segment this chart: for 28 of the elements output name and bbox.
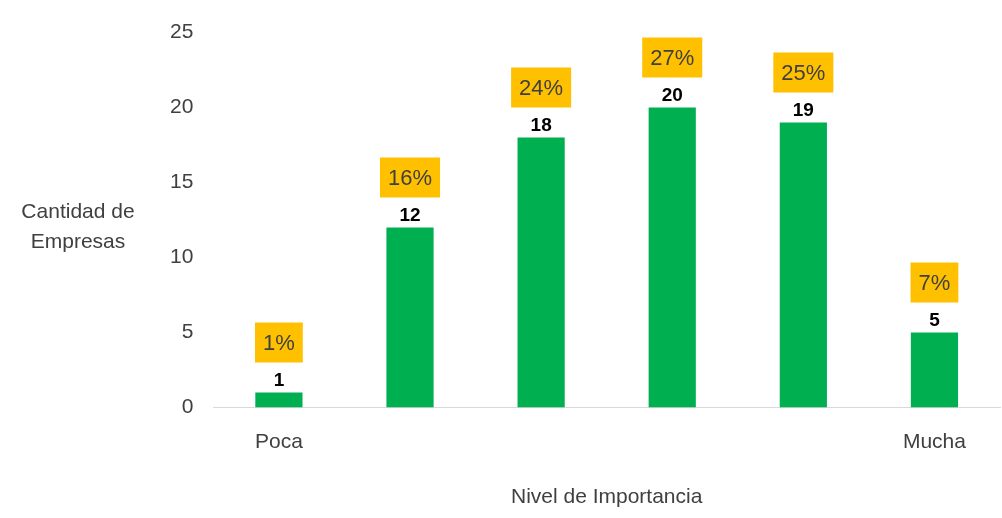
data-label: 19 bbox=[792, 99, 814, 121]
y-axis-title: Cantidad de Empresas bbox=[20, 198, 136, 254]
bar bbox=[255, 392, 303, 408]
bar bbox=[779, 122, 827, 408]
y-tick-label: 5 bbox=[181, 319, 194, 343]
x-tick-label: Mucha bbox=[902, 429, 967, 452]
bar bbox=[648, 107, 696, 408]
data-label: 18 bbox=[530, 114, 552, 136]
x-tick-label: Poca bbox=[254, 429, 304, 452]
y-tick-label: 15 bbox=[170, 169, 194, 193]
annotation: 25% bbox=[781, 59, 826, 85]
bar bbox=[386, 227, 434, 408]
y-tick-label: 20 bbox=[170, 94, 194, 118]
data-label: 1 bbox=[273, 369, 285, 391]
data-label: 20 bbox=[661, 84, 683, 106]
y-tick-label: 10 bbox=[170, 244, 194, 268]
annotation: 16% bbox=[388, 164, 433, 190]
annotation: 7% bbox=[918, 269, 951, 295]
y-tick-label: 25 bbox=[170, 19, 194, 43]
annotation: 27% bbox=[650, 44, 695, 70]
bar bbox=[517, 137, 565, 408]
x-axis-title: Nivel de Importancia bbox=[510, 484, 703, 508]
data-label: 12 bbox=[399, 204, 421, 226]
annotation: 1% bbox=[263, 329, 295, 355]
data-label: 5 bbox=[929, 309, 941, 331]
bar bbox=[910, 332, 959, 408]
annotation: 24% bbox=[519, 74, 564, 100]
y-tick-label: 0 bbox=[181, 394, 194, 418]
